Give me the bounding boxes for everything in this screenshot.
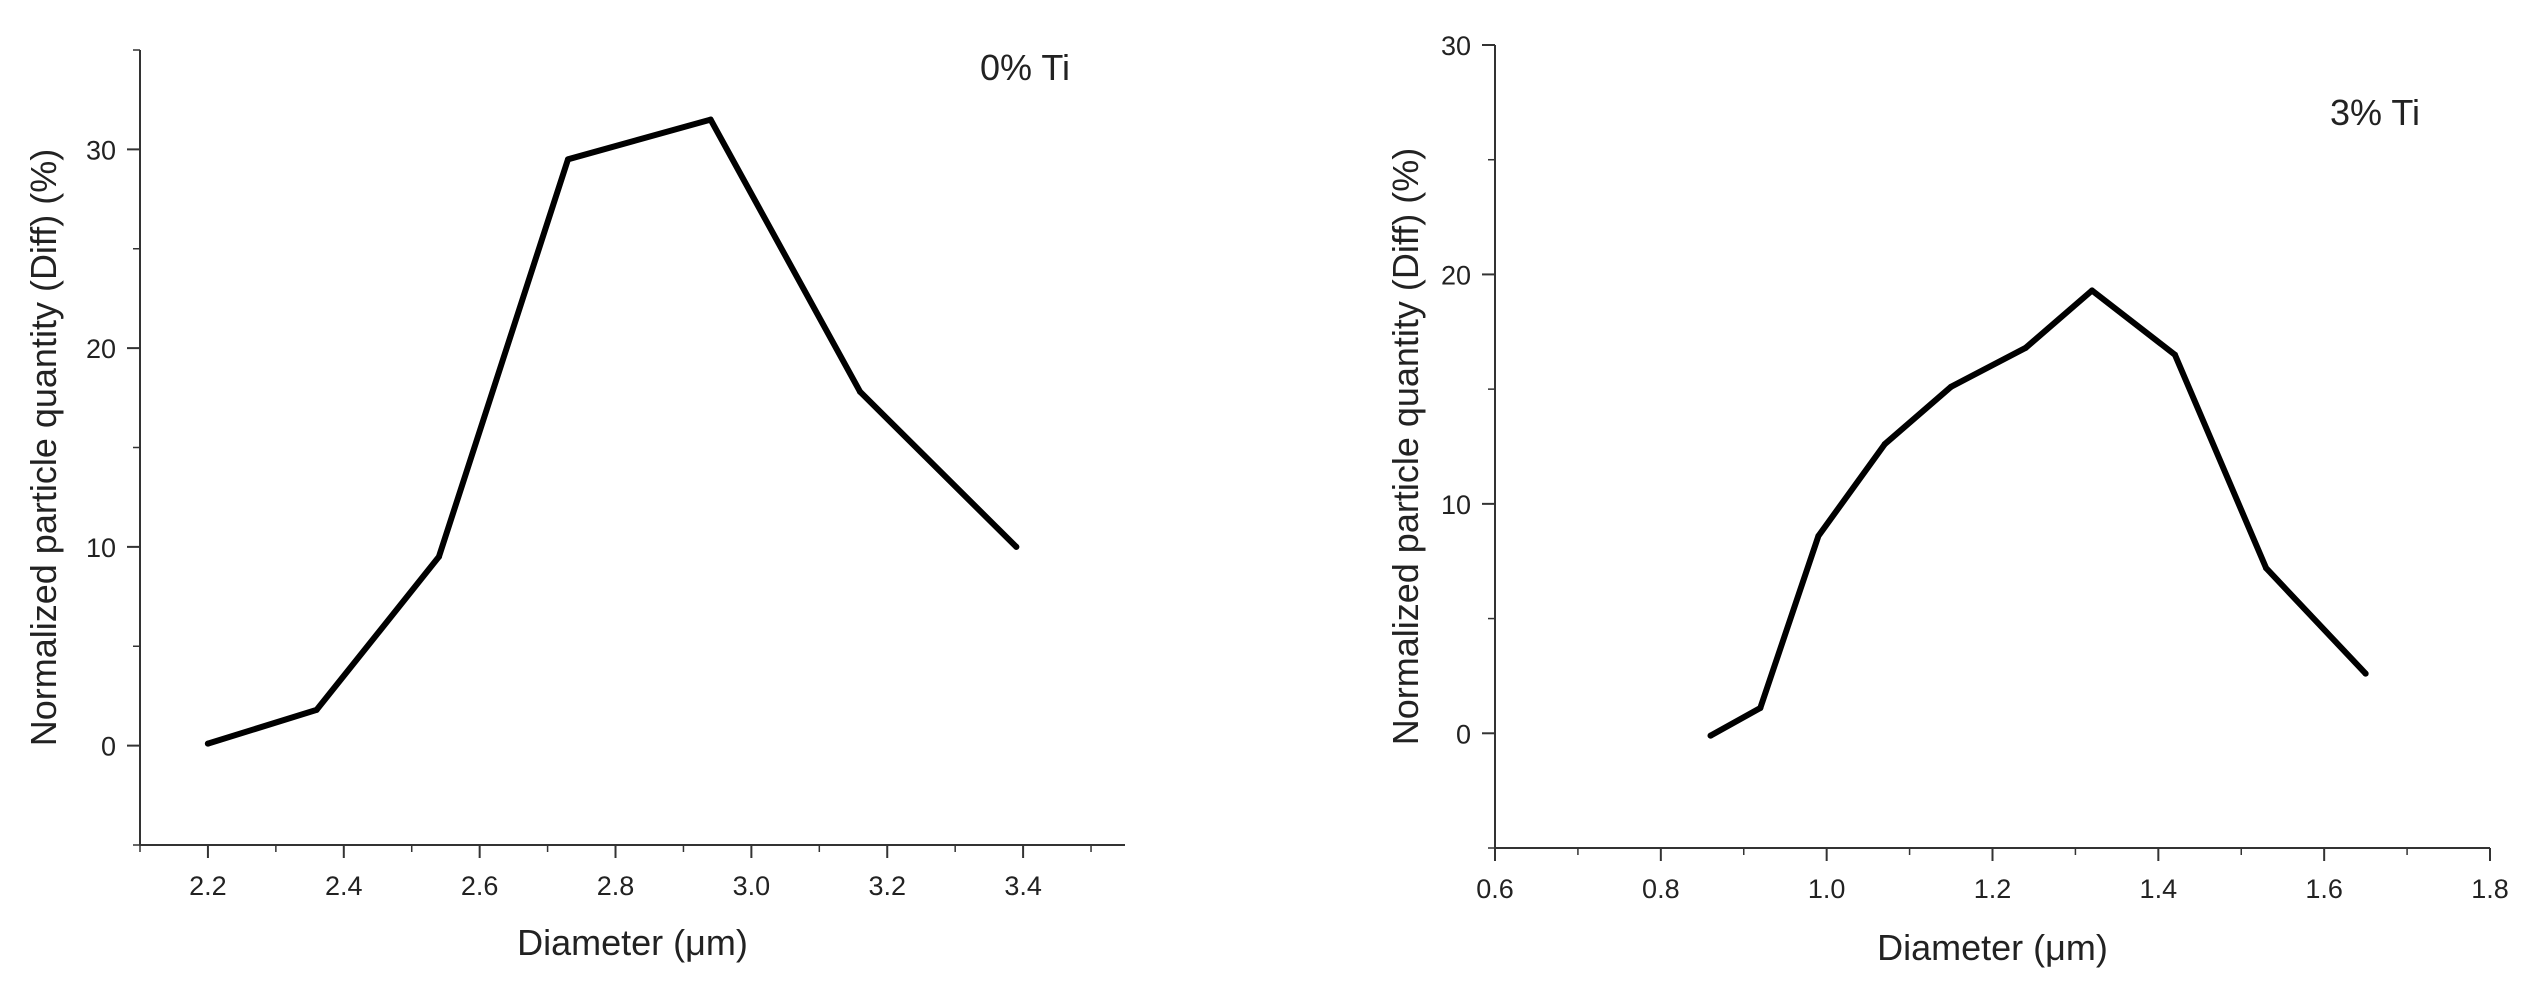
x-tick-label: 1.4 bbox=[2140, 874, 2178, 904]
data-point bbox=[857, 388, 864, 395]
x-tick-label: 2.8 bbox=[597, 871, 635, 901]
y-tick-label: 0 bbox=[101, 732, 116, 762]
data-point bbox=[1013, 543, 1020, 550]
x-tick-label: 3.4 bbox=[1004, 871, 1042, 901]
data-point bbox=[204, 740, 211, 747]
data-point bbox=[564, 156, 571, 163]
data-point bbox=[2171, 351, 2178, 358]
x-tick-label: 2.6 bbox=[461, 871, 499, 901]
data-point bbox=[2362, 670, 2369, 677]
data-point bbox=[707, 116, 714, 123]
data-point bbox=[435, 553, 442, 560]
data-point bbox=[313, 706, 320, 713]
y-tick-label: 20 bbox=[86, 334, 116, 364]
y-tick-label: 10 bbox=[86, 533, 116, 563]
data-point bbox=[1881, 441, 1888, 448]
x-tick-label: 1.6 bbox=[2305, 874, 2343, 904]
data-point bbox=[2022, 344, 2029, 351]
y-tick-label: 20 bbox=[1441, 260, 1471, 290]
chart-panel-left: 2.2 2.4 2.6 2.8 3.0 3.2 3.4 0 10 20 30 Diameter (μm… bbox=[23, 47, 1125, 963]
y-tick-label: 0 bbox=[1456, 719, 1471, 749]
series-line bbox=[1707, 287, 2369, 739]
data-point bbox=[2089, 287, 2095, 294]
x-tick-label: 1.0 bbox=[1808, 874, 1846, 904]
x-tick-label: 1.2 bbox=[1974, 874, 2012, 904]
x-tick-label: 3.0 bbox=[733, 871, 771, 901]
y-axis-title: Normalized particle quantity (Diff) (%) bbox=[23, 149, 64, 747]
data-point bbox=[1757, 705, 1764, 712]
y-tick-label: 30 bbox=[1441, 31, 1471, 61]
y-tick-label: 30 bbox=[86, 135, 116, 165]
y-axis-title: Normalized particle quantity (Diff) (%) bbox=[1385, 148, 1426, 746]
x-tick-label: 0.8 bbox=[1642, 874, 1680, 904]
x-tick-label: 2.4 bbox=[325, 871, 363, 901]
data-point bbox=[1707, 732, 1714, 739]
x-axis-title: Diameter (μm) bbox=[1877, 927, 2108, 968]
data-point bbox=[2263, 565, 2270, 572]
data-point bbox=[1815, 532, 1822, 539]
data-point bbox=[1948, 383, 1955, 390]
y-tick-label: 10 bbox=[1441, 490, 1471, 520]
x-axis-title: Diameter (μm) bbox=[517, 922, 748, 963]
x-tick-label: 2.2 bbox=[189, 871, 227, 901]
chart-annotation: 0% Ti bbox=[980, 47, 1070, 88]
x-tick-label: 1.8 bbox=[2471, 874, 2509, 904]
x-tick-label: 0.6 bbox=[1476, 874, 1514, 904]
x-tick-label: 3.2 bbox=[868, 871, 906, 901]
chart-panel-right: 0.6 0.8 1.0 1.2 1.4 1.6 1.8 0 10 20 30 Diameter (μm… bbox=[1385, 31, 2509, 968]
chart-annotation: 3% Ti bbox=[2330, 92, 2420, 133]
